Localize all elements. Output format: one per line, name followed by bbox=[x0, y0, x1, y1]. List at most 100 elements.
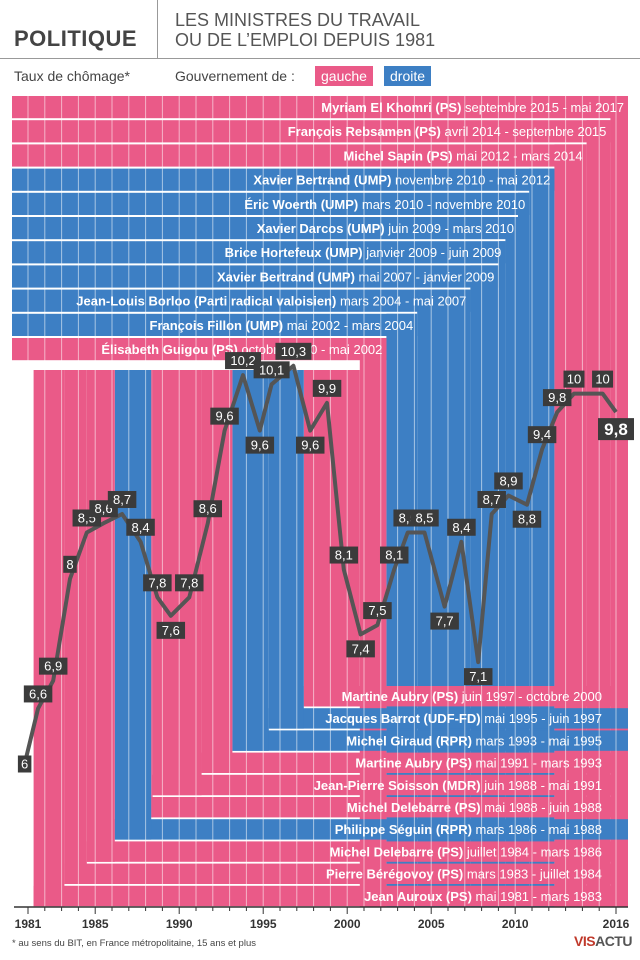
data-label-box bbox=[494, 472, 523, 490]
data-label-text: 8,9 bbox=[499, 473, 517, 488]
minister-name: Jacques Barrot (UDF-FD) bbox=[325, 711, 484, 726]
data-label-text: 9,8 bbox=[548, 390, 566, 405]
legend: Taux de chômage* Gouvernement de : gauch… bbox=[0, 64, 640, 90]
data-label: 10,3 bbox=[275, 342, 312, 360]
minister-name: Michel Sapin (PS) bbox=[343, 148, 456, 163]
data-label: 10,2 bbox=[225, 352, 262, 370]
minister-label: Pierre Bérégovoy (PS) mars 1983 - juille… bbox=[326, 867, 602, 882]
data-label-text: 8,1 bbox=[385, 548, 403, 563]
data-label: 9,8 bbox=[598, 418, 634, 441]
minister-column bbox=[498, 241, 506, 907]
data-label-box bbox=[346, 640, 375, 658]
data-label: 9,6 bbox=[210, 407, 239, 425]
data-label-box bbox=[126, 518, 155, 536]
x-tick-label: 2010 bbox=[502, 917, 529, 931]
data-label-box bbox=[193, 500, 223, 518]
data-label-box bbox=[447, 518, 476, 536]
unemployment-line bbox=[22, 363, 618, 765]
minister-bar bbox=[12, 192, 530, 215]
data-label-box bbox=[210, 407, 239, 425]
data-label: 9,6 bbox=[245, 436, 275, 454]
minister-period: juin 1988 - mai 1991 bbox=[483, 778, 602, 793]
minister-bar bbox=[12, 241, 506, 264]
data-label-text: 8,1 bbox=[335, 548, 353, 563]
data-label: 8,1 bbox=[379, 546, 409, 564]
data-label: 6 bbox=[17, 755, 32, 773]
data-label-box bbox=[225, 352, 262, 370]
section-title: POLITIQUE bbox=[14, 26, 138, 51]
minister-period: novembre 2010 - mai 2012 bbox=[395, 173, 550, 188]
minister-label: Martine Aubry (PS) mai 1991 - mars 1993 bbox=[355, 756, 602, 771]
data-label-box bbox=[592, 370, 614, 388]
minister-name: Pierre Bérégovoy (PS) bbox=[326, 867, 467, 882]
data-label-text: 10 bbox=[595, 372, 609, 387]
data-label: 10 bbox=[563, 370, 585, 388]
data-label-box bbox=[38, 657, 68, 675]
data-label-text: 10 bbox=[567, 372, 581, 387]
data-label-box bbox=[253, 361, 290, 379]
data-label-text: 8 bbox=[66, 557, 73, 572]
data-label-text: 7,4 bbox=[352, 641, 370, 656]
data-label: 6,9 bbox=[38, 657, 68, 675]
data-label: 9,6 bbox=[295, 436, 325, 454]
minister-name: Martine Aubry (PS) bbox=[355, 756, 475, 771]
minister-period: septembre 2015 - mai 2017 bbox=[465, 100, 624, 115]
x-tick-label: 1990 bbox=[166, 917, 193, 931]
data-label-box bbox=[17, 755, 32, 773]
minister-name: Jean-Louis Borloo (Parti radical valoisi… bbox=[76, 294, 340, 309]
page-title: LES MINISTRES DU TRAVAIL OU DE L’EMPLOI … bbox=[175, 10, 435, 50]
data-label-text: 6,6 bbox=[29, 686, 47, 701]
data-label: 8,5 bbox=[410, 509, 439, 527]
minister-name: Éric Woerth (UMP) bbox=[244, 197, 362, 212]
data-label-text: 8,5 bbox=[415, 511, 433, 526]
minister-labels: Myriam El Khomri (PS) septembre 2015 - m… bbox=[76, 100, 624, 904]
x-tick-label: 1981 bbox=[15, 917, 42, 931]
data-label: 8 bbox=[63, 555, 77, 573]
minister-bar bbox=[151, 797, 628, 818]
minister-label: Myriam El Khomri (PS) septembre 2015 - m… bbox=[321, 100, 624, 115]
logo-part-2: ACTU bbox=[595, 933, 632, 949]
minister-period: mai 1991 - mars 1993 bbox=[476, 756, 602, 771]
data-label-text: 9,8 bbox=[604, 420, 628, 439]
minister-period: juillet 1984 - mars 1986 bbox=[466, 844, 602, 859]
data-label: 8,8 bbox=[512, 510, 542, 528]
minister-name: Xavier Bertrand (UMP) bbox=[217, 269, 359, 284]
minister-name: Xavier Darcos (UMP) bbox=[257, 221, 389, 236]
minister-period: octobre 2000 - mai 2002 bbox=[241, 342, 382, 357]
data-label-text: 8,4 bbox=[132, 520, 150, 535]
data-label: 7,5 bbox=[363, 602, 392, 620]
minister-label: François Rebsamen (PS) avril 2014 - sept… bbox=[288, 124, 607, 139]
minister-period: mai 1988 - juin 1988 bbox=[484, 800, 602, 815]
logo-part-1: VIS bbox=[574, 933, 596, 949]
legend-left-swatch: gauche bbox=[315, 66, 373, 86]
minister-label: Philippe Séguin (RPR) mars 1986 - mai 19… bbox=[335, 822, 602, 837]
data-label-text: 9,6 bbox=[216, 409, 234, 424]
minister-bar bbox=[12, 265, 499, 288]
x-tick-label: 2016 bbox=[603, 917, 630, 931]
data-label-box bbox=[527, 426, 557, 444]
minister-label: Xavier Darcos (UMP) juin 2009 - mars 201… bbox=[257, 221, 514, 236]
data-label: 10,1 bbox=[253, 361, 290, 379]
minister-bar bbox=[12, 96, 628, 119]
data-label: 10 bbox=[592, 370, 614, 388]
minister-period: mars 2004 - mai 2007 bbox=[340, 294, 466, 309]
data-label-text: 8,6 bbox=[199, 501, 217, 516]
minister-name: Michel Delebarre (PS) bbox=[330, 844, 467, 859]
visactu-logo: VISACTU bbox=[574, 933, 632, 949]
x-tick-label: 2000 bbox=[334, 917, 361, 931]
data-label-text: 9,6 bbox=[301, 438, 319, 453]
header: POLITIQUE LES MINISTRES DU TRAVAIL OU DE… bbox=[0, 0, 640, 59]
minister-label: Michel Giraud (RPR) mars 1993 - mai 1995 bbox=[346, 733, 602, 748]
minister-label: Brice Hortefeux (UMP) janvier 2009 - jui… bbox=[225, 245, 502, 260]
minister-label: Michel Delebarre (PS) juillet 1984 - mar… bbox=[330, 844, 602, 859]
minister-column bbox=[64, 370, 87, 884]
rate-legend-label: Taux de chômage* bbox=[14, 68, 130, 84]
minister-column bbox=[518, 192, 530, 908]
data-label-box bbox=[245, 436, 275, 454]
x-tick-label: 1985 bbox=[82, 917, 109, 931]
title-line-2: OU DE L’EMPLOI DEPUIS 1981 bbox=[175, 30, 436, 50]
minister-period: mars 1986 - mai 1988 bbox=[476, 822, 602, 837]
minister-name: François Fillon (UMP) bbox=[150, 318, 287, 333]
data-label: 9,9 bbox=[312, 379, 342, 397]
data-label-text: 9,6 bbox=[251, 438, 269, 453]
